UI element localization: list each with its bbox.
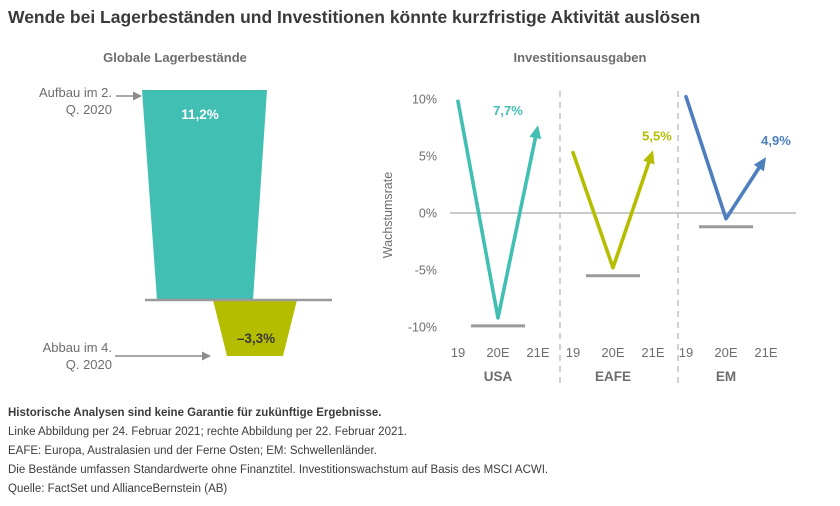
x-tick-label: 19 [566, 345, 580, 360]
x-tick-label: 21E [754, 345, 777, 360]
annotation-aufbau: Aufbau im 2. Q. 2020 [39, 85, 112, 117]
x-tick-label: 19 [679, 345, 693, 360]
series-line-USA [456, 99, 538, 320]
series-arrowhead-USA [529, 125, 542, 140]
annotation-abbau: Abbau im 4. Q. 2020 [42, 340, 112, 372]
x-tick-label: 19 [451, 345, 465, 360]
inventory-build-bar [142, 90, 267, 300]
page-title: Wende bei Lagerbeständen und Investition… [8, 7, 701, 27]
x-tick-label: 20E [601, 345, 624, 360]
x-tick-label: 21E [641, 345, 664, 360]
right-chart-title: Investitionsausgaben [513, 50, 647, 65]
inventories-chart: 11,2% –3,3% [115, 90, 332, 361]
series-arrowhead-EAFE [643, 150, 655, 165]
footnotes: Historische Analysen sind keine Garantie… [8, 404, 548, 499]
build-value-label: 11,2% [181, 107, 219, 122]
series-line-EAFE [571, 150, 651, 270]
inventory-drawdown-bar [213, 300, 297, 356]
y-tick-label: 5% [419, 150, 437, 164]
x-tick-label: 20E [486, 345, 509, 360]
footnote-source: Quelle: FactSet und AllianceBernstein (A… [8, 483, 228, 495]
footnote-definitions: EAFE: Europa, Australasien und der Ferne… [8, 445, 377, 457]
footnote-disclaimer: Historische Analysen sind keine Garantie… [8, 407, 382, 419]
abbau-arrow-head [202, 351, 211, 361]
group-label-EAFE: EAFE [595, 369, 631, 384]
y-tick-label: 0% [419, 207, 437, 221]
series-end-label-EAFE: 5,5% [642, 128, 672, 143]
group-label-USA: USA [484, 369, 513, 384]
footnote-methodology: Die Bestände umfassen Standardwerte ohne… [8, 464, 549, 476]
capex-chart: Wachstumsrate 10% 5% 0% -5% -10% 7,7% 19 20E 21E U… [381, 91, 796, 387]
aufbau-arrow-head [133, 91, 142, 101]
x-tick-label: 20E [714, 345, 737, 360]
series-end-label-USA: 7,7% [493, 103, 523, 118]
y-tick-label: -10% [408, 321, 437, 335]
group-label-EM: EM [716, 369, 736, 384]
left-chart-title: Globale Lagerbestände [103, 50, 247, 65]
y-axis-label: Wachstumsrate [381, 172, 395, 258]
series-end-label-EM: 4,9% [761, 133, 791, 148]
series-line-EM [684, 94, 761, 221]
y-tick-label: 10% [412, 93, 437, 107]
drawdown-value-label: –3,3% [237, 331, 275, 346]
series-arrowhead-EM [753, 157, 766, 172]
y-tick-label: -5% [415, 264, 437, 278]
x-tick-label: 21E [526, 345, 549, 360]
footnote-dates: Linke Abbildung per 24. Februar 2021; re… [8, 426, 407, 438]
